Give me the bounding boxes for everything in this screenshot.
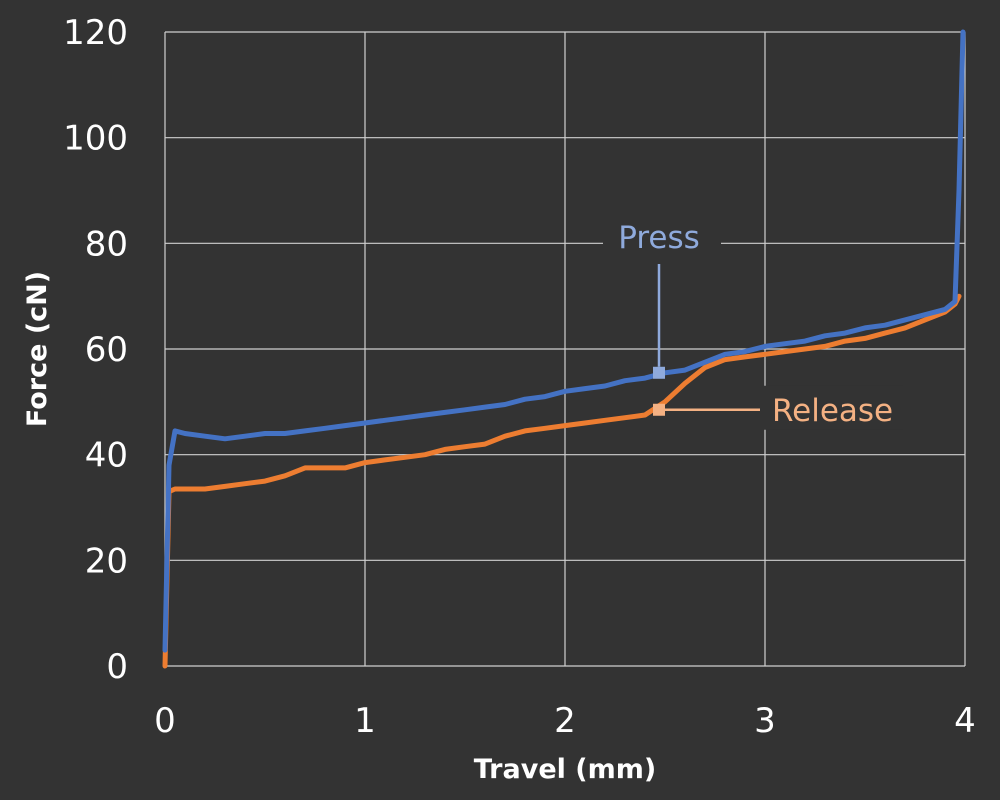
series-lines [162,29,966,669]
release-label: Release [772,393,893,429]
y-tick-label-80: 80 [85,224,128,264]
press-label-background [603,218,721,258]
y-tick-label-120: 120 [63,13,128,53]
grid [164,31,966,667]
x-tick-label-4: 4 [954,701,976,741]
y-tick-label-40: 40 [85,436,128,476]
press-label: Press [618,220,700,256]
series-callouts: Press Release [603,218,903,430]
x-tick-label-1: 1 [354,701,376,741]
y-tick-label-60: 60 [85,330,128,370]
release-label-background [763,385,903,430]
y-tick-label-20: 20 [85,541,128,581]
x-tick-label-0: 0 [154,701,176,741]
press-marker [653,366,665,379]
x-tick-label-3: 3 [754,701,776,741]
x-tick-label-2: 2 [554,701,576,741]
y-tick-label-0: 0 [106,647,128,687]
release-marker [653,403,665,416]
series-line-release [162,293,962,669]
series-line-press [162,29,966,653]
x-axis-title: Travel (mm) [474,754,657,785]
y-axis-title: Force (cN) [22,271,53,427]
y-tick-label-100: 100 [63,119,128,159]
